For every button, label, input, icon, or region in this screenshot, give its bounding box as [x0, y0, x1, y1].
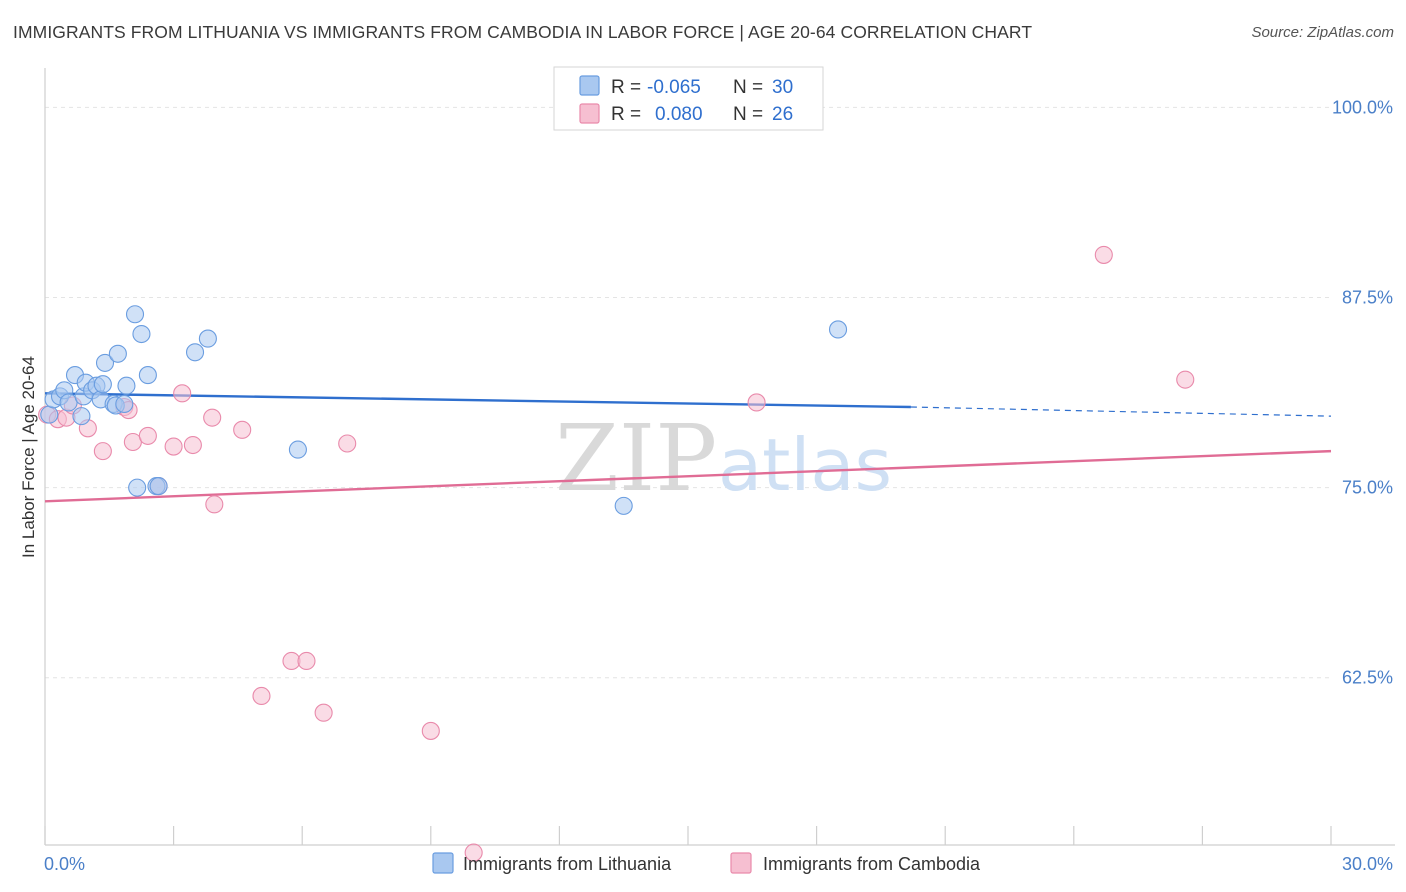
point-cambodia [314, 703, 333, 722]
point-cambodia [282, 651, 301, 671]
point-cambodia [203, 408, 222, 427]
point-lithuania [115, 394, 134, 414]
gridlines [45, 106, 1331, 679]
point-cambodia [173, 384, 192, 403]
bottom-legend-swatch-lithuania [432, 852, 454, 874]
point-cambodia [338, 434, 357, 453]
point-cambodia [421, 721, 440, 740]
point-lithuania [72, 407, 91, 426]
point-lithuania [185, 343, 205, 362]
point-cambodia [1094, 245, 1113, 264]
watermark-zip: ZIP [555, 405, 717, 512]
point-lithuania [40, 405, 59, 424]
bottom-legend-cambodia: Immigrants from Cambodia [763, 854, 981, 874]
point-lithuania [149, 477, 168, 496]
point-cambodia [93, 442, 112, 461]
legend-swatch-cambodia [579, 103, 600, 124]
point-cambodia [747, 393, 766, 412]
bottom-legend-swatch-cambodia [730, 852, 752, 874]
point-cambodia [123, 432, 142, 452]
point-lithuania [128, 478, 147, 497]
point-cambodia [297, 651, 316, 671]
point-cambodia [233, 420, 252, 439]
point-lithuania [117, 376, 136, 395]
legend-n-label-1: N = [733, 77, 763, 98]
x-tick-label: 30.0% [1342, 854, 1393, 874]
y-tick-label: 62.5% [1342, 668, 1393, 688]
point-lithuania [288, 440, 307, 459]
legend-box: R = -0.065 N = 30 R = 0.080 N = 26 [553, 66, 824, 131]
point-lithuania [132, 324, 151, 344]
trend-line-solid [44, 449, 1332, 503]
point-cambodia [183, 435, 202, 455]
point-cambodia [464, 843, 483, 862]
watermark-atlas: atlas [718, 423, 892, 507]
point-cambodia [138, 426, 157, 445]
point-cambodia [164, 437, 183, 456]
legend-n-value-2: 26 [772, 104, 793, 125]
y-axis-title: In Labor Force | Age 20-64 [19, 356, 38, 558]
point-lithuania [828, 320, 848, 339]
point-lithuania [108, 344, 127, 363]
point-lithuania [138, 366, 157, 385]
y-tick-label: 87.5% [1342, 288, 1393, 308]
data-points [38, 245, 1195, 862]
legend-r-value-1: -0.065 [647, 77, 701, 98]
legend-r-value-2: 0.080 [655, 104, 703, 125]
legend-n-value-1: 30 [772, 77, 793, 98]
y-tick-label: 100.0% [1332, 97, 1393, 117]
tick-labels: 62.5% 75.0% 87.5% 100.0% 0.0% 30.0% [44, 97, 1393, 874]
point-lithuania [93, 375, 112, 394]
legend-r-label-2: R = [611, 104, 641, 125]
point-lithuania [95, 353, 115, 372]
trend-line-dashed [910, 406, 1332, 417]
bottom-legend-lithuania: Immigrants from Lithuania [463, 854, 672, 874]
axes [44, 68, 1395, 846]
x-tick-label: 0.0% [44, 854, 85, 874]
point-cambodia [1176, 370, 1195, 389]
bottom-legend: Immigrants from Lithuania Immigrants fro… [432, 852, 981, 874]
legend-r-label-1: R = [611, 77, 641, 98]
legend-swatch-lithuania [579, 75, 600, 96]
y-tick-label: 75.0% [1342, 478, 1393, 498]
point-cambodia [205, 495, 224, 514]
point-lithuania [198, 329, 217, 348]
point-lithuania [614, 496, 633, 515]
legend-n-label-2: N = [733, 104, 763, 125]
source-label: Source: ZipAtlas.com [1251, 24, 1394, 41]
point-lithuania [59, 393, 78, 412]
chart-title: IMMIGRANTS FROM LITHUANIA VS IMMIGRANTS … [13, 22, 1033, 42]
point-cambodia [252, 686, 271, 706]
point-lithuania [125, 305, 145, 324]
